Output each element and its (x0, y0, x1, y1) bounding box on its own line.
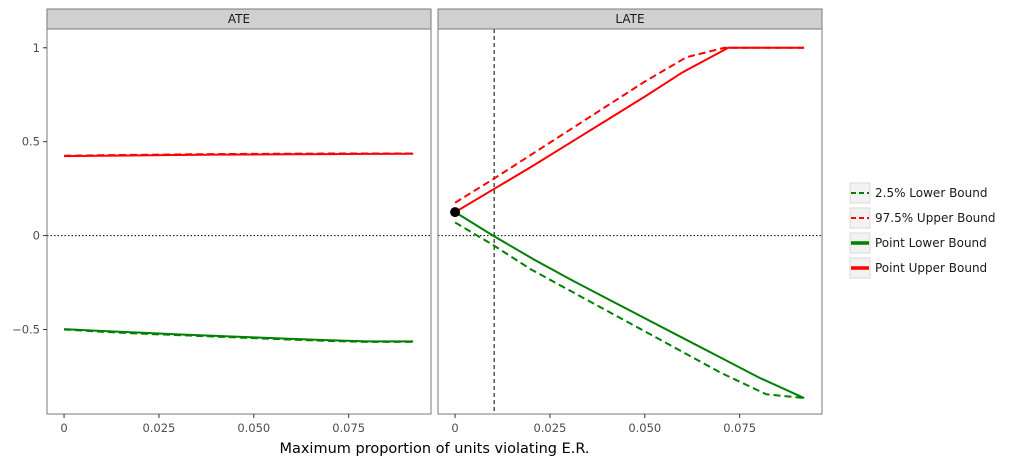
plot-background (47, 29, 431, 414)
series-line-point-lower-bound (64, 328, 414, 343)
x-tick-label: 0.025 (533, 421, 566, 435)
x-tick-label: 0 (451, 421, 458, 435)
legend-label: 97.5% Upper Bound (875, 211, 996, 225)
panel-border (46, 28, 432, 415)
x-tick-label: 0.050 (237, 421, 270, 435)
legend: 2.5% Lower Bound 97.5% Upper Bound Point L… (849, 182, 996, 279)
panel-ate: ATE 0 0.025 0.050 0.075 −0.5 0 0.5 1 (12, 8, 432, 435)
legend-label: Point Lower Bound (875, 236, 987, 250)
strip-label: ATE (228, 12, 250, 26)
y-tick-label: 0 (33, 229, 40, 243)
legend-item: 97.5% Upper Bound (849, 207, 996, 229)
x-tick-label: 0.075 (332, 421, 365, 435)
legend-item: 2.5% Lower Bound (849, 182, 987, 204)
x-tick-label: 0.075 (723, 421, 756, 435)
x-tick-label: 0.050 (628, 421, 661, 435)
panel-late: LATE 0 0.025 0.050 0.075 (437, 8, 823, 435)
series-line-point-lower-bound (454, 211, 805, 399)
legend-label: Point Upper Bound (875, 261, 987, 275)
x-tick-label: 0.025 (142, 421, 175, 435)
panel-border (437, 28, 823, 415)
series-line-2-5-lower-bound (454, 221, 805, 400)
y-tick-label: 1 (33, 41, 40, 55)
legend-label: 2.5% Lower Bound (875, 186, 987, 200)
plot-background (438, 29, 822, 414)
legend-item: Point Upper Bound (849, 257, 987, 279)
legend-item: Point Lower Bound (849, 232, 987, 254)
data-point (450, 207, 461, 218)
series-line-point-upper-bound (454, 46, 805, 213)
strip-label: LATE (615, 12, 644, 26)
x-axis-title: Maximum proportion of units violating E.… (279, 441, 589, 457)
y-tick-label: −0.5 (12, 322, 40, 336)
y-tick-label: 0.5 (22, 135, 40, 149)
series-line-97-5-upper-bound (454, 46, 805, 204)
series-line-point-upper-bound (64, 152, 414, 158)
x-tick-label: 0 (60, 421, 67, 435)
